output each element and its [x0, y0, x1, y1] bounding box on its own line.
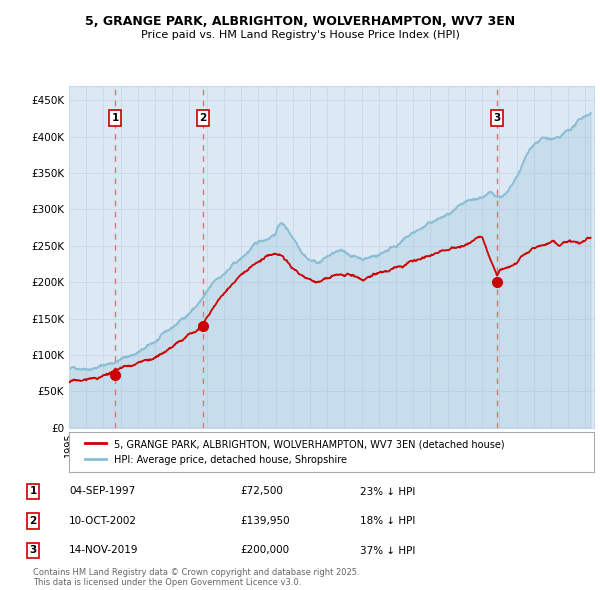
Text: 1: 1	[112, 113, 119, 123]
Text: 37% ↓ HPI: 37% ↓ HPI	[360, 546, 415, 555]
Text: 3: 3	[29, 546, 37, 555]
Text: 3: 3	[493, 113, 500, 123]
Text: 04-SEP-1997: 04-SEP-1997	[69, 487, 135, 496]
Text: £139,950: £139,950	[240, 516, 290, 526]
Text: Contains HM Land Registry data © Crown copyright and database right 2025.
This d: Contains HM Land Registry data © Crown c…	[33, 568, 359, 587]
Text: 14-NOV-2019: 14-NOV-2019	[69, 546, 139, 555]
Text: 2: 2	[199, 113, 206, 123]
Text: £72,500: £72,500	[240, 487, 283, 496]
Text: 10-OCT-2002: 10-OCT-2002	[69, 516, 137, 526]
Text: 23% ↓ HPI: 23% ↓ HPI	[360, 487, 415, 496]
Text: 2: 2	[29, 516, 37, 526]
Legend: 5, GRANGE PARK, ALBRIGHTON, WOLVERHAMPTON, WV7 3EN (detached house), HPI: Averag: 5, GRANGE PARK, ALBRIGHTON, WOLVERHAMPTO…	[79, 434, 511, 470]
Text: 5, GRANGE PARK, ALBRIGHTON, WOLVERHAMPTON, WV7 3EN: 5, GRANGE PARK, ALBRIGHTON, WOLVERHAMPTO…	[85, 15, 515, 28]
Text: £200,000: £200,000	[240, 546, 289, 555]
Text: Price paid vs. HM Land Registry's House Price Index (HPI): Price paid vs. HM Land Registry's House …	[140, 30, 460, 40]
Text: 1: 1	[29, 487, 37, 496]
Text: 18% ↓ HPI: 18% ↓ HPI	[360, 516, 415, 526]
